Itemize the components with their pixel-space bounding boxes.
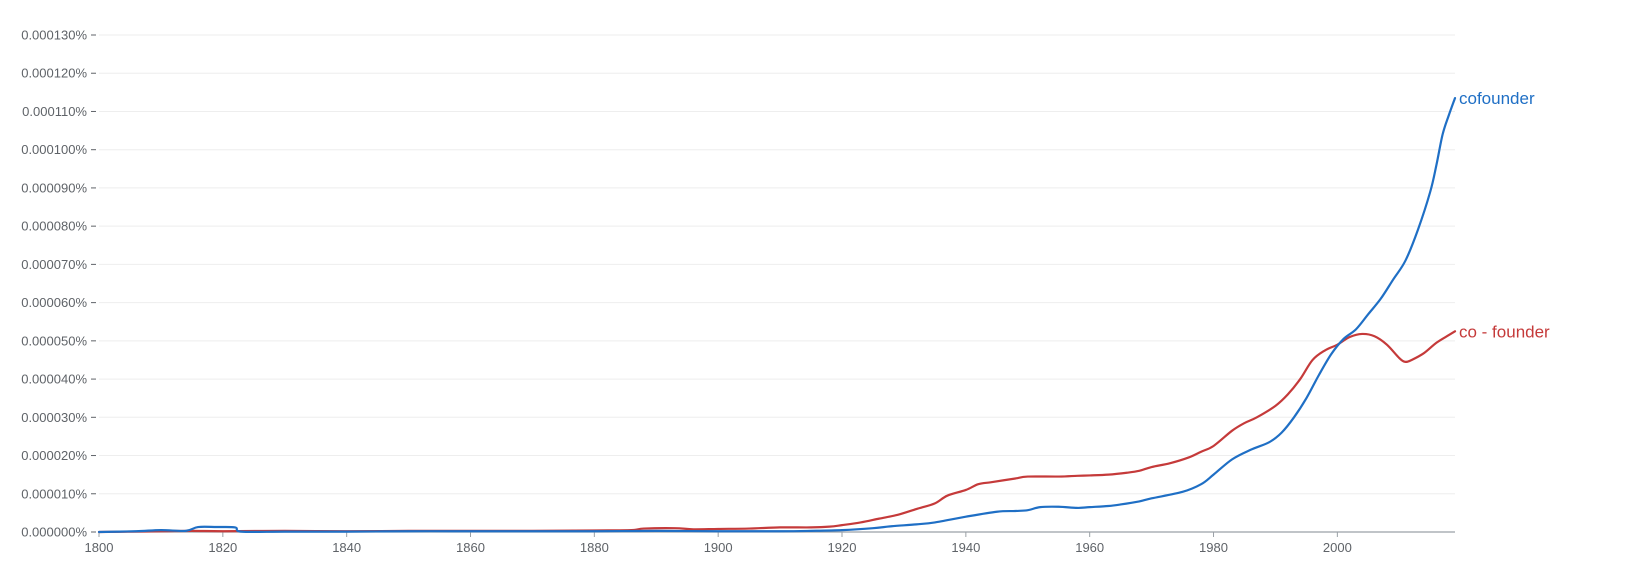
x-tick-label: 1920 bbox=[828, 540, 857, 555]
y-tick-label: 0.000030% bbox=[21, 410, 87, 425]
series-lines bbox=[97, 96, 1457, 534]
y-tick-label: 0.000080% bbox=[21, 219, 87, 234]
x-tick-label: 1940 bbox=[951, 540, 980, 555]
series-label: cofounder bbox=[1459, 89, 1535, 108]
y-axis-ticks: 0.000000% 0.000010% 0.000020% 0.000030% 0.00… bbox=[21, 28, 96, 540]
y-tick-label: 0.000090% bbox=[21, 180, 87, 195]
x-tick-label: 1860 bbox=[456, 540, 485, 555]
x-tick-label: 2000 bbox=[1323, 540, 1352, 555]
y-tick-label: 0.000100% bbox=[21, 142, 87, 157]
y-tick-label: 0.000130% bbox=[21, 28, 87, 43]
y-tick-label: 0.000040% bbox=[21, 372, 87, 387]
x-tick-label: 1980 bbox=[1199, 540, 1228, 555]
y-tick-label: 0.000000% bbox=[21, 525, 87, 540]
x-tick-label: 1820 bbox=[208, 540, 237, 555]
gridlines bbox=[99, 34, 1455, 495]
series-labels: cofounder co - founder bbox=[1459, 89, 1550, 341]
x-tick-label: 1960 bbox=[1075, 540, 1104, 555]
y-tick-label: 0.000120% bbox=[21, 66, 87, 81]
y-tick-label: 0.000110% bbox=[22, 104, 87, 119]
x-tick-label: 1800 bbox=[85, 540, 114, 555]
x-tick-label: 1900 bbox=[704, 540, 733, 555]
y-tick-label: 0.000070% bbox=[21, 257, 87, 272]
x-tick-label: 1840 bbox=[332, 540, 361, 555]
y-tick-label: 0.000060% bbox=[21, 295, 87, 310]
x-axis-ticks: 1800 1820 1840 1860 1880 1900 1920 1940 1960 1980… bbox=[85, 532, 1352, 555]
series-line-cofounder[interactable] bbox=[97, 96, 1457, 534]
series-line-co-founder[interactable] bbox=[97, 330, 1457, 534]
series-label: co - founder bbox=[1459, 322, 1550, 341]
y-tick-label: 0.000020% bbox=[21, 448, 87, 463]
y-tick-label: 0.000010% bbox=[21, 486, 87, 501]
x-tick-label: 1880 bbox=[580, 540, 609, 555]
y-tick-label: 0.000050% bbox=[21, 333, 87, 348]
